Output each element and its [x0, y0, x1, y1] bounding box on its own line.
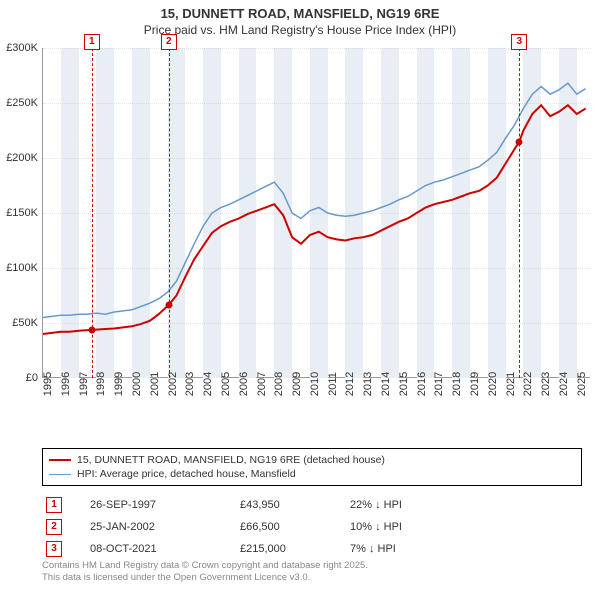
y-gridline: [43, 268, 591, 269]
x-axis-tick-label: 2004: [202, 372, 214, 396]
legend-item: HPI: Average price, detached house, Mans…: [49, 467, 575, 481]
x-axis-tick-label: 2013: [362, 372, 374, 396]
x-axis-tick-label: 1998: [95, 372, 107, 396]
x-axis-tick-label: 2017: [433, 372, 445, 396]
x-axis-tick-label: 2006: [238, 372, 250, 396]
marker-box: 3: [511, 34, 527, 50]
marker-delta: 10% ↓ HPI: [350, 521, 470, 533]
x-axis-tick-label: 1996: [60, 372, 72, 396]
marker-box: 1: [84, 34, 100, 50]
plot-region: 123: [42, 48, 590, 378]
x-axis-tick-label: 2012: [344, 372, 356, 396]
y-gridline: [43, 48, 591, 49]
legend-label: 15, DUNNETT ROAD, MANSFIELD, NG19 6RE (d…: [77, 454, 385, 466]
x-axis-tick-label: 2011: [327, 372, 339, 396]
marker-badge: 2: [46, 519, 62, 535]
legend: 15, DUNNETT ROAD, MANSFIELD, NG19 6RE (d…: [42, 448, 582, 486]
y-axis-tick-label: £50K: [0, 317, 38, 329]
marker-badge: 1: [46, 497, 62, 513]
legend-item: 15, DUNNETT ROAD, MANSFIELD, NG19 6RE (d…: [49, 453, 575, 467]
y-axis-tick-label: £250K: [0, 97, 38, 109]
marker-date: 08-OCT-2021: [90, 543, 240, 555]
series-line: [43, 83, 586, 317]
x-axis-tick-label: 2015: [398, 372, 410, 396]
marker-price: £215,000: [240, 543, 350, 555]
y-axis-tick-label: £0: [0, 372, 38, 384]
x-axis-tick-label: 2008: [273, 372, 285, 396]
legend-label: HPI: Average price, detached house, Mans…: [77, 468, 296, 480]
x-axis-tick-label: 2023: [540, 372, 552, 396]
marker-date: 26-SEP-1997: [90, 499, 240, 511]
y-axis-tick-label: £300K: [0, 42, 38, 54]
chart-area: 123 £0£50K£100K£150K£200K£250K£300K19951…: [42, 48, 590, 408]
marker-line: [169, 48, 170, 378]
y-axis-tick-label: £150K: [0, 207, 38, 219]
x-axis-tick-label: 2010: [309, 372, 321, 396]
y-gridline: [43, 158, 591, 159]
y-axis-tick-label: £200K: [0, 152, 38, 164]
x-axis-tick-label: 2021: [505, 372, 517, 396]
x-axis-tick-label: 2016: [416, 372, 428, 396]
x-axis-tick-label: 2014: [380, 372, 392, 396]
x-axis-tick-label: 2025: [576, 372, 588, 396]
footer-line2: This data is licensed under the Open Gov…: [42, 572, 368, 584]
x-axis-tick-label: 2019: [469, 372, 481, 396]
marker-box: 2: [161, 34, 177, 50]
chart-container: 15, DUNNETT ROAD, MANSFIELD, NG19 6RE Pr…: [0, 0, 600, 590]
x-axis-tick-label: 2003: [184, 372, 196, 396]
x-axis-tick-label: 2000: [131, 372, 143, 396]
x-axis-tick-label: 2024: [558, 372, 570, 396]
x-axis-tick-label: 2009: [291, 372, 303, 396]
marker-table-row: 2 25-JAN-2002 £66,500 10% ↓ HPI: [42, 516, 582, 538]
marker-date: 25-JAN-2002: [90, 521, 240, 533]
y-axis-tick-label: £100K: [0, 262, 38, 274]
marker-dot: [88, 326, 95, 333]
x-axis-tick-label: 2001: [149, 372, 161, 396]
y-gridline: [43, 103, 591, 104]
y-gridline: [43, 213, 591, 214]
marker-delta: 7% ↓ HPI: [350, 543, 470, 555]
x-axis-tick-label: 1999: [113, 372, 125, 396]
x-axis-tick-label: 2002: [167, 372, 179, 396]
legend-swatch: [49, 459, 71, 461]
x-axis-tick-label: 1997: [78, 372, 90, 396]
x-axis-tick-label: 2007: [256, 372, 268, 396]
x-axis-tick-label: 2018: [451, 372, 463, 396]
marker-price: £43,950: [240, 499, 350, 511]
x-axis-tick-label: 2022: [522, 372, 534, 396]
marker-delta: 22% ↓ HPI: [350, 499, 470, 511]
x-axis-tick-label: 1995: [42, 372, 54, 396]
y-gridline: [43, 323, 591, 324]
footer-line1: Contains HM Land Registry data © Crown c…: [42, 560, 368, 572]
marker-table-row: 3 08-OCT-2021 £215,000 7% ↓ HPI: [42, 538, 582, 560]
chart-title-line1: 15, DUNNETT ROAD, MANSFIELD, NG19 6RE: [0, 0, 600, 23]
marker-price: £66,500: [240, 521, 350, 533]
x-axis-tick-label: 2020: [487, 372, 499, 396]
marker-line: [519, 48, 520, 378]
marker-table: 1 26-SEP-1997 £43,950 22% ↓ HPI 2 25-JAN…: [42, 494, 582, 560]
footer-attribution: Contains HM Land Registry data © Crown c…: [42, 560, 368, 584]
marker-badge: 3: [46, 541, 62, 557]
marker-dot: [165, 301, 172, 308]
x-axis-tick-label: 2005: [220, 372, 232, 396]
legend-swatch: [49, 474, 71, 475]
marker-table-row: 1 26-SEP-1997 £43,950 22% ↓ HPI: [42, 494, 582, 516]
marker-dot: [516, 138, 523, 145]
